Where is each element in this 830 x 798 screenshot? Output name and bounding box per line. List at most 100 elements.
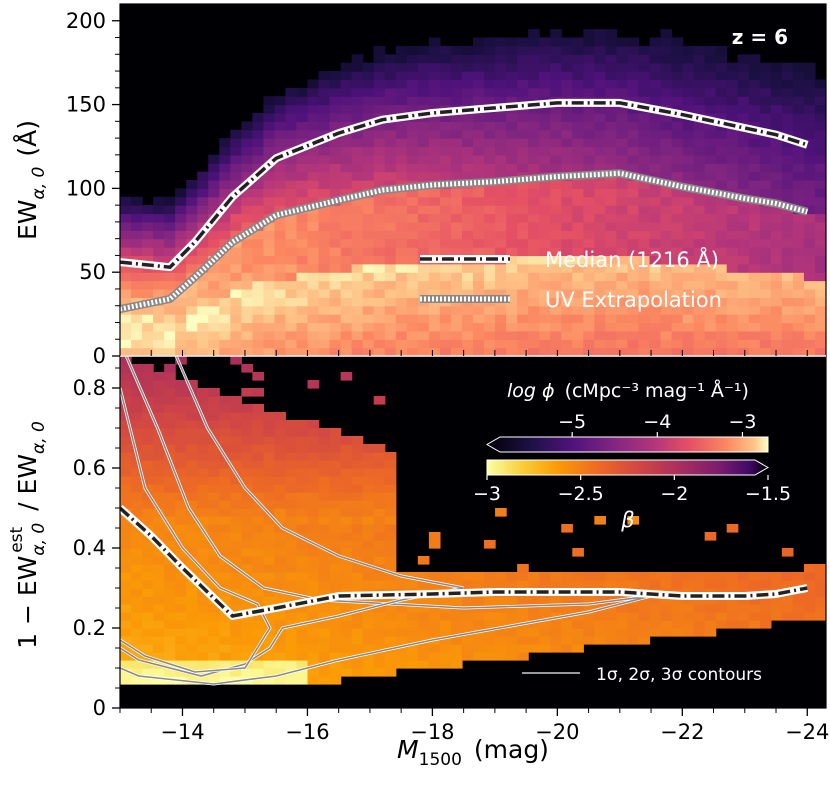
top-heatmap-cell — [362, 314, 375, 324]
bottom-heatmap-cell — [329, 508, 342, 517]
bottom-heatmap-cell — [274, 564, 287, 573]
bottom-heatmap-cell — [329, 548, 342, 557]
top-heatmap-cell — [594, 112, 606, 122]
colorbars: log ϕ (cMpc⁻³ mag⁻¹ Å⁻¹) −5 −4 −3 −3 −2.5 −2−… — [473, 379, 791, 532]
top-heatmap-cell — [770, 255, 783, 265]
top-heatmap-cell — [594, 180, 606, 189]
bottom-heatmap-cell — [153, 636, 165, 645]
bottom-heatmap-cell — [671, 620, 684, 629]
bottom-heatmap-cell — [263, 420, 276, 429]
bottom-heatmap-cell — [252, 372, 265, 381]
top-heatmap-cell — [517, 37, 529, 47]
bottom-heatmap-cell — [241, 436, 253, 445]
top-heatmap-cell — [814, 180, 826, 189]
top-heatmap-cell — [219, 138, 231, 148]
bottom-heatmap-cell — [715, 572, 728, 581]
top-heatmap-cell — [230, 255, 242, 265]
top-heatmap-cell — [362, 213, 375, 223]
top-heatmap-cell — [627, 314, 640, 324]
bottom-heatmap-cell — [318, 612, 331, 621]
bottom-heatmap-cell — [473, 572, 485, 581]
bottom-heatmap-cell — [153, 644, 165, 653]
top-heatmap-cell — [792, 272, 805, 282]
top-heatmap-cell — [484, 238, 496, 248]
bottom-heatmap-cell — [230, 532, 242, 541]
top-heatmap-cell — [616, 263, 629, 273]
bottom-heatmap-cell — [285, 580, 298, 589]
bottom-heatmap-cell — [208, 644, 220, 653]
top-heatmap-cell — [340, 247, 353, 257]
bottom-heatmap-cell — [781, 612, 794, 621]
top-heatmap-cell — [186, 322, 198, 332]
top-heatmap-cell — [649, 247, 662, 257]
bottom-heatmap-cell — [770, 596, 783, 605]
top-heatmap-cell — [649, 196, 662, 206]
top-heatmap-cell — [539, 62, 551, 72]
bottom-heatmap-cell — [759, 580, 772, 589]
top-heatmap-cell — [428, 163, 441, 173]
top-heatmap-cell — [219, 305, 231, 315]
top-heatmap-cell — [583, 230, 595, 240]
bottom-heatmap-cell — [230, 636, 242, 645]
top-heatmap-cell — [781, 104, 794, 114]
bottom-heatmap-cell — [406, 636, 419, 645]
bottom-heatmap-cell — [263, 596, 276, 605]
top-heatmap-cell — [539, 104, 551, 114]
xtick-label: −18 — [410, 720, 454, 744]
top-heatmap-cell — [428, 230, 441, 240]
top-heatmap-cell — [362, 163, 375, 173]
top-heatmap-cell — [616, 255, 629, 265]
top-heatmap-cell — [252, 322, 265, 332]
top-heatmap-cell — [649, 314, 662, 324]
top-heatmap-cell — [638, 288, 651, 298]
bottom-heatmap-cell — [307, 588, 320, 597]
top-heatmap-cell — [197, 171, 209, 181]
top-heatmap-cell — [450, 347, 463, 356]
top-heatmap-cell — [517, 112, 529, 122]
bottom-heatmap-cell — [263, 572, 276, 581]
bottom-heatmap-cell — [814, 580, 826, 589]
bottom-heatmap-cell — [351, 644, 364, 653]
top-heatmap-cell — [285, 213, 298, 223]
top-heatmap-cell — [506, 263, 518, 273]
top-heatmap-cell — [131, 196, 143, 206]
top-heatmap-cell — [726, 171, 739, 181]
bottom-heatmap-cell — [792, 604, 805, 613]
top-heatmap-cell — [627, 305, 640, 315]
top-heatmap-cell — [572, 146, 584, 156]
top-heatmap-cell — [539, 297, 551, 307]
bottom-heatmap-cell — [120, 428, 132, 437]
bottom-heatmap-cell — [197, 660, 209, 669]
top-heatmap-cell — [550, 230, 562, 240]
top-heatmap-cell — [351, 71, 364, 81]
top-heatmap-cell — [781, 330, 794, 340]
bottom-heatmap-cell — [153, 420, 165, 429]
top-heatmap-cell — [329, 87, 342, 97]
top-heatmap-cell — [550, 322, 562, 332]
bottom-heatmap-cell — [131, 412, 143, 421]
top-heatmap-cell — [792, 314, 805, 324]
top-heatmap-cell — [550, 163, 562, 173]
top-heatmap-cell — [572, 87, 584, 97]
top-heatmap-cell — [550, 146, 562, 156]
top-heatmap-cell — [649, 37, 662, 47]
top-heatmap-cell — [693, 104, 706, 114]
top-heatmap-cell — [550, 280, 562, 290]
bottom-heatmap-cell — [561, 524, 573, 533]
top-heatmap-cell — [473, 330, 485, 340]
bottom-heatmap-cell — [296, 572, 309, 581]
bottom-heatmap-cell — [340, 612, 353, 621]
bottom-heatmap-cell — [627, 604, 640, 613]
top-heatmap-cell — [450, 280, 463, 290]
top-heatmap-cell — [175, 230, 187, 240]
top-heatmap-cell — [594, 288, 606, 298]
colorbar-bottom-tick-label: −2 — [660, 483, 688, 505]
bottom-heatmap-cell — [318, 468, 331, 477]
top-heatmap-cell — [373, 129, 386, 139]
top-heatmap-cell — [748, 221, 761, 231]
top-heatmap-cell — [473, 339, 485, 349]
top-heatmap-cell — [175, 205, 187, 215]
bottom-heatmap-cell — [340, 668, 353, 677]
top-heatmap-cell — [737, 221, 750, 231]
top-heatmap-cell — [814, 280, 826, 290]
